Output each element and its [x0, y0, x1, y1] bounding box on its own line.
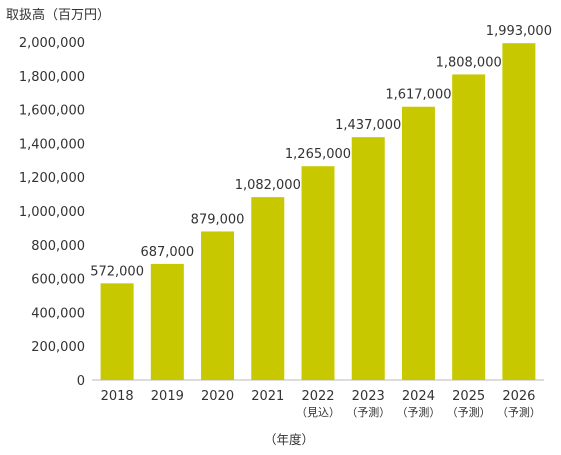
data-label: 1,617,000 [385, 88, 451, 103]
x-tick-label: 2025 [452, 389, 485, 404]
bars [100, 43, 536, 381]
bar [452, 74, 486, 380]
bar [201, 231, 235, 380]
bar [401, 106, 435, 381]
x-tick-label: 2026 [502, 389, 535, 404]
x-tick-label: 2024 [402, 389, 435, 404]
bar [301, 166, 335, 380]
y-tick-label: 600,000 [31, 273, 85, 288]
x-tick-label: 2022 [301, 389, 334, 404]
data-label: 879,000 [191, 212, 245, 227]
data-label: 687,000 [140, 245, 194, 260]
y-tick-label: 800,000 [31, 239, 85, 254]
x-tick-note: （見込） [296, 406, 340, 419]
x-tick-note: （予測） [396, 405, 440, 419]
x-tick-label: 2019 [151, 389, 184, 404]
y-tick-label: 1,400,000 [19, 137, 85, 152]
y-axis-ticks: 0 200,000 400,000 600,000 800,000 1,000,000 1,… [19, 36, 85, 389]
x-tick-label: 2023 [352, 389, 385, 404]
y-tick-label: 2,000,000 [19, 36, 85, 51]
bar [351, 137, 385, 380]
data-label: 572,000 [90, 264, 144, 279]
y-tick-label: 0 [77, 374, 85, 389]
y-tick-label: 1,000,000 [19, 205, 85, 220]
x-tick-label: 2021 [251, 389, 284, 404]
data-label: 1,265,000 [285, 147, 351, 162]
bar [100, 283, 134, 380]
y-axis-title: 取扱高（百万円） [6, 7, 110, 23]
y-tick-label: 1,600,000 [19, 104, 85, 119]
x-tick-note: （予測） [346, 405, 390, 419]
data-label: 1,993,000 [486, 24, 552, 39]
bar [251, 197, 285, 380]
data-label: 1,808,000 [436, 55, 502, 70]
y-tick-label: 1,200,000 [19, 171, 85, 186]
x-axis-ticks: 2018 2019 2020 2021 2022（見込）2023（予測）2024（予測）… [101, 389, 541, 419]
bar [150, 263, 184, 380]
y-tick-label: 400,000 [31, 306, 85, 321]
x-tick-label: 2018 [101, 389, 134, 404]
data-labels: 572,000 687,000 879,000 1,082,000 1,265,000 1… [90, 24, 552, 279]
y-tick-label: 200,000 [31, 340, 85, 355]
bar [502, 43, 536, 381]
x-tick-label: 2020 [201, 389, 234, 404]
y-tick-label: 1,800,000 [19, 70, 85, 85]
x-tick-note: （予測） [447, 405, 491, 419]
x-axis-title: （年度） [264, 432, 314, 447]
data-label: 1,437,000 [335, 118, 401, 133]
data-label: 1,082,000 [235, 178, 301, 193]
x-tick-note: （予測） [497, 405, 541, 419]
